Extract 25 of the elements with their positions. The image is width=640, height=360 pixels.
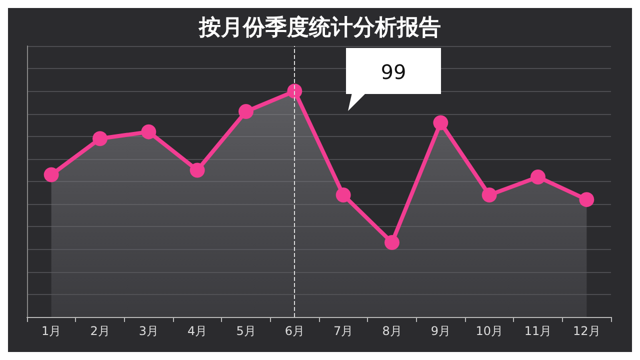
x-tick-label: 5月 xyxy=(236,324,256,338)
x-tick-label: 4月 xyxy=(188,324,208,338)
point xyxy=(92,131,108,146)
point xyxy=(287,84,302,99)
x-tick-label: 7月 xyxy=(334,324,354,338)
point xyxy=(530,169,546,184)
x-tick-label: 12月 xyxy=(573,324,600,338)
x-tick-label: 9月 xyxy=(430,324,450,338)
x-tick-label: 6月 xyxy=(284,324,304,338)
x-tick-label: 10月 xyxy=(476,324,503,338)
point xyxy=(336,188,351,203)
x-tick-label: 3月 xyxy=(138,324,158,338)
point xyxy=(482,188,497,203)
point xyxy=(384,234,400,250)
x-tick-label: 1月 xyxy=(42,324,62,338)
point xyxy=(433,115,448,130)
point xyxy=(579,192,594,208)
chart-title: 按月份季度统计分析报告 xyxy=(198,14,441,40)
x-tick-label: 11月 xyxy=(524,324,552,338)
point xyxy=(141,124,156,140)
x-tick-label: 8月 xyxy=(382,324,402,338)
point xyxy=(44,167,59,182)
x-tick-label: 2月 xyxy=(90,324,110,338)
point xyxy=(190,162,205,178)
point xyxy=(238,104,254,119)
